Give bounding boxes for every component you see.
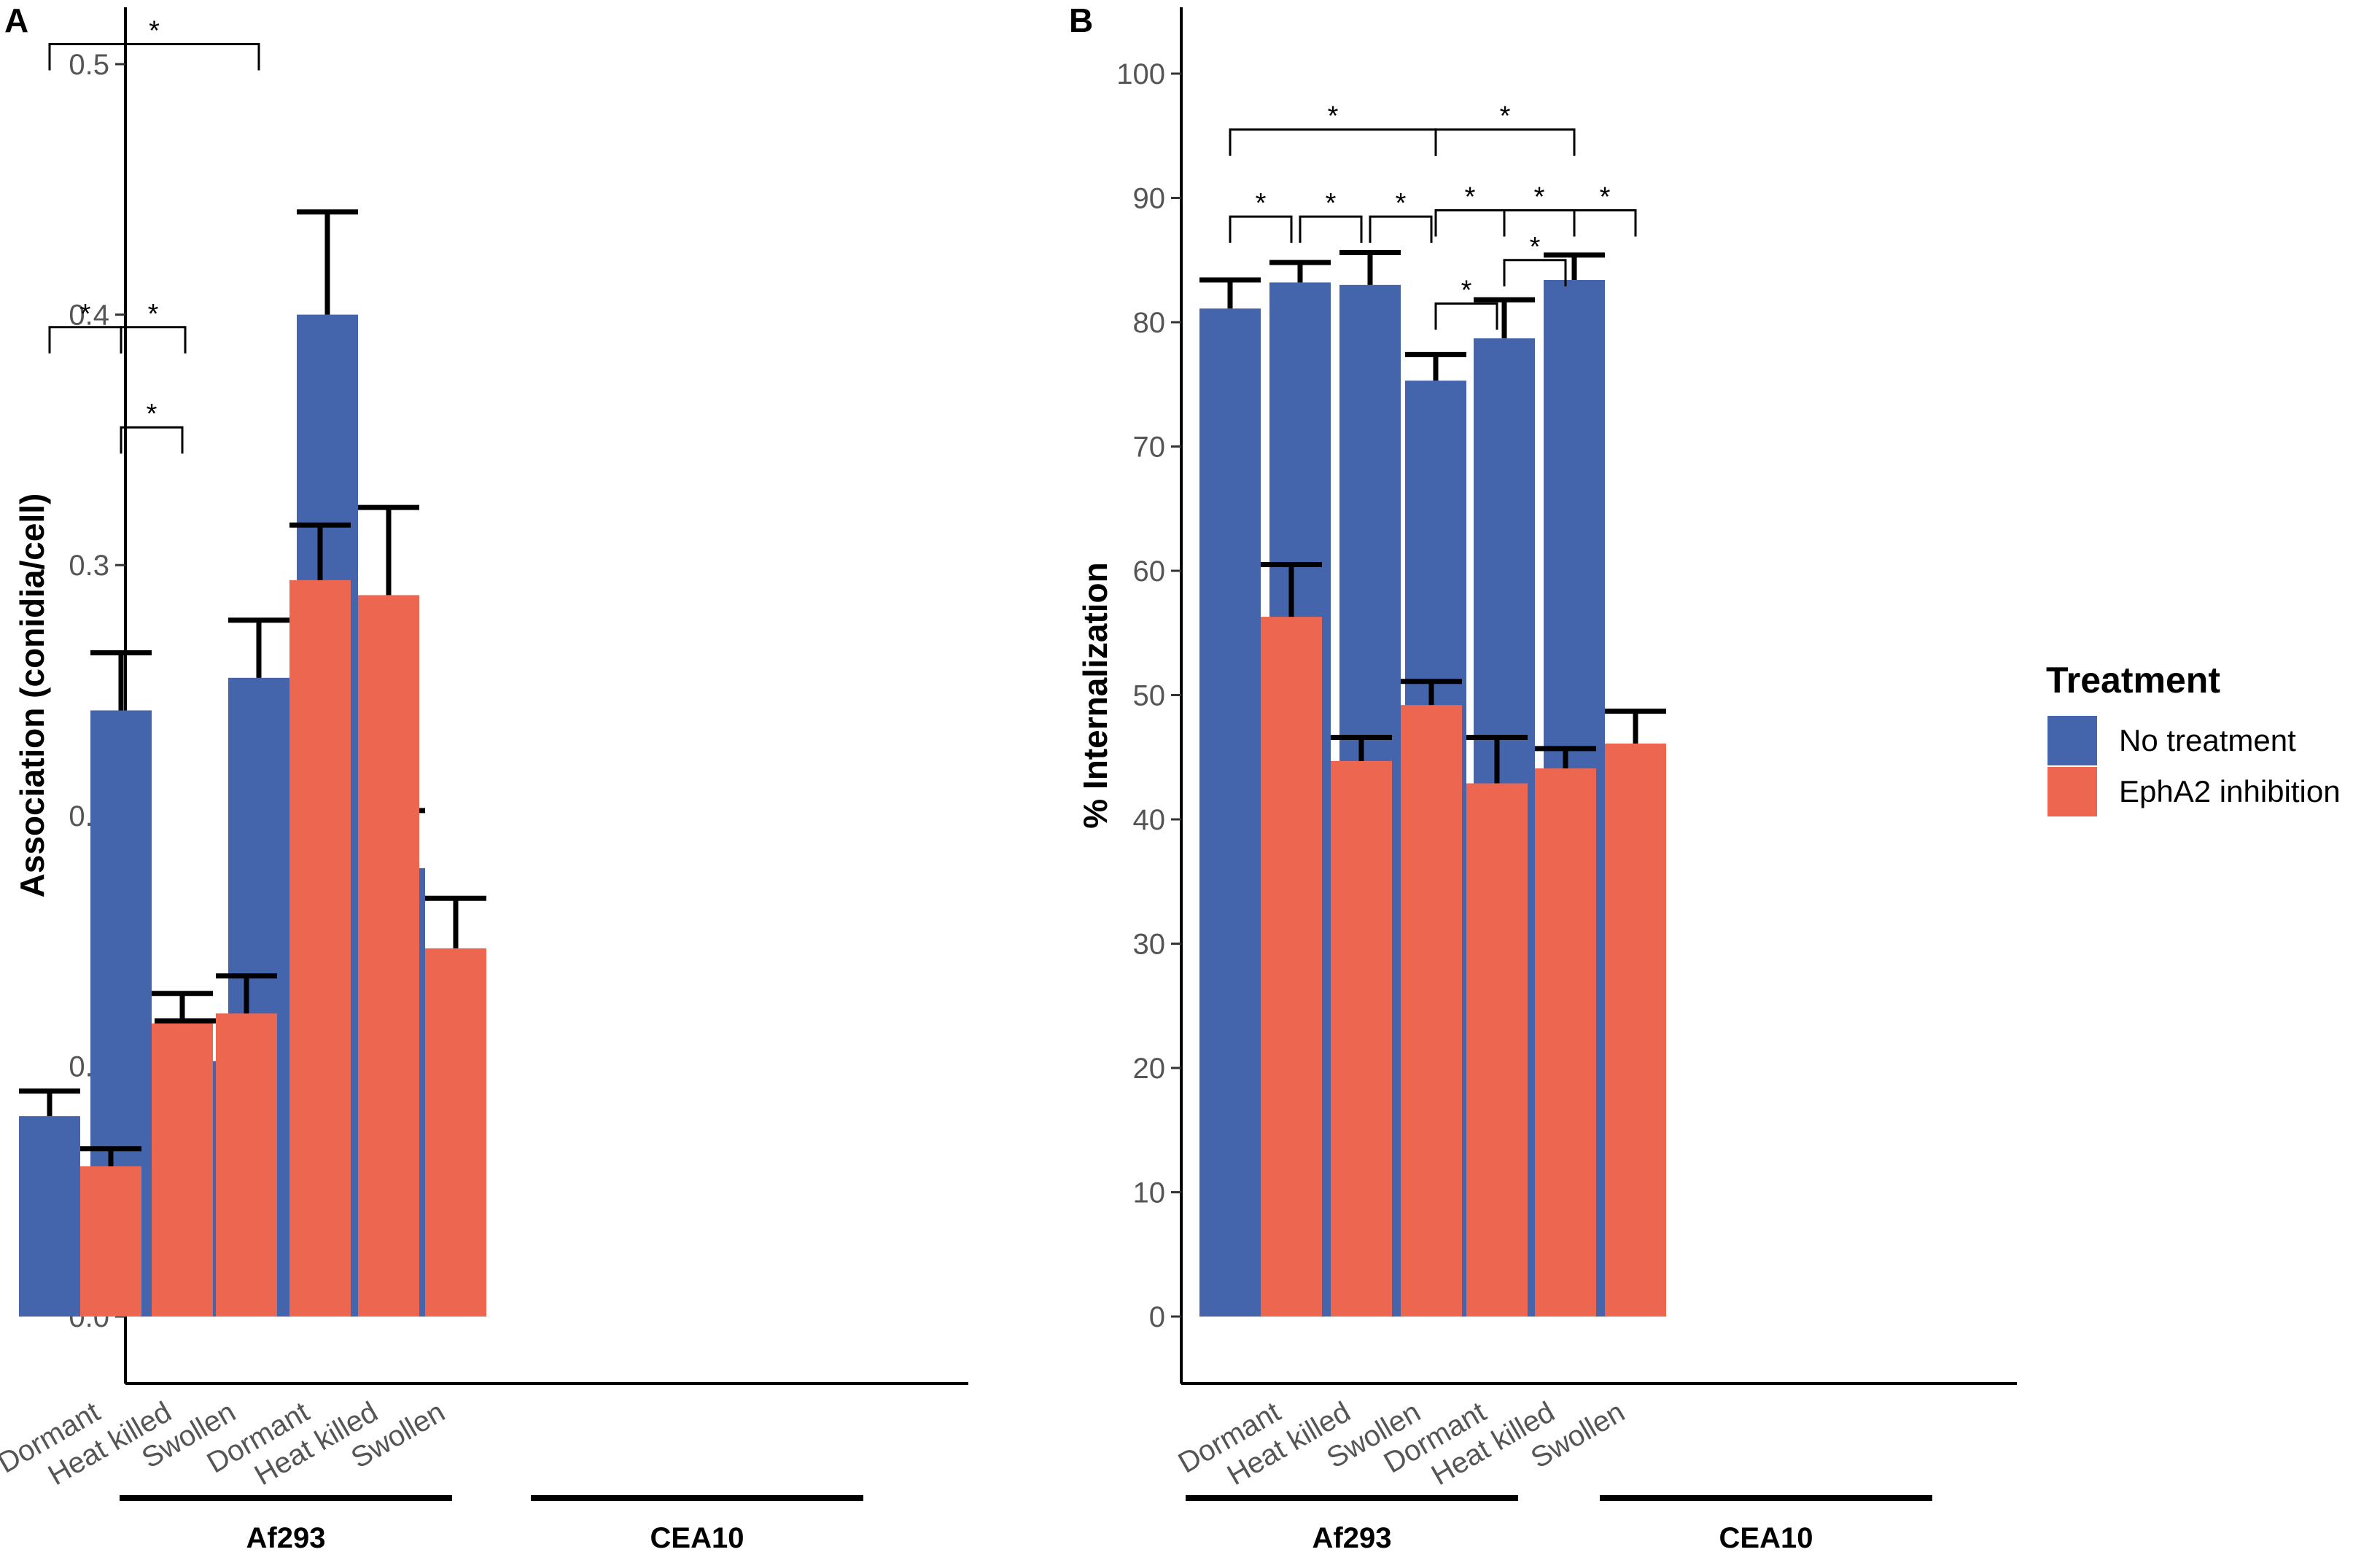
significance-bracket: [48, 43, 260, 71]
significance-bracket: [1229, 128, 1437, 156]
bar-epha2-inhibition-3: [216, 1013, 277, 1317]
legend-label-epha2-inhibition: EphA2 inhibition: [2119, 774, 2341, 808]
bar-epha2-inhibition-4: [289, 580, 351, 1317]
legend: Treatment No treatment EphA2 inhibition: [2046, 660, 2341, 816]
y-tick-label: 30: [1133, 929, 1166, 961]
significance-star: *: [1534, 182, 1545, 213]
legend-swatch-no-treatment: [2048, 716, 2097, 765]
bar-epha2-inhibition-6: [425, 948, 486, 1317]
group-label-af293: Af293: [246, 1522, 326, 1552]
significance-star: *: [147, 399, 158, 429]
significance-bracket: [1299, 215, 1363, 243]
significance-star: *: [1328, 101, 1339, 132]
bar-epha2-inhibition-4: [1466, 783, 1528, 1317]
y-tick-label: 70: [1133, 432, 1166, 464]
y-tick-label: 0.3: [69, 550, 109, 582]
y-axis-label: Association (conidia/cell): [13, 494, 51, 898]
significance-bracket: [1434, 302, 1498, 330]
bar-epha2-inhibition-5: [1535, 768, 1596, 1317]
bar-no-treatment-1: [19, 1116, 80, 1317]
y-tick-label: 0.5: [69, 49, 109, 81]
significance-star: *: [149, 16, 160, 47]
y-tick-label: 20: [1133, 1053, 1166, 1085]
bar-epha2-inhibition-3: [1401, 705, 1462, 1317]
bar-epha2-inhibition-2: [1331, 760, 1392, 1317]
significance-bracket: [120, 426, 184, 454]
panel-b: B % Internalization 0 10 20 30 40 50 60 70 80 90 100…: [1069, 1, 2017, 1552]
group-label-af293: Af293: [1312, 1522, 1392, 1552]
y-axis-label: % Internalization: [1076, 562, 1114, 828]
group-label-cea10: CEA10: [650, 1522, 744, 1552]
y-tick-label: 0: [1149, 1301, 1165, 1333]
significance-star: *: [1500, 101, 1511, 132]
panel-letter: A: [4, 1, 28, 39]
significance-star: *: [148, 299, 159, 329]
y-tick-label: 0.4: [69, 300, 109, 332]
y-tick-label: 60: [1133, 555, 1166, 588]
legend-label-no-treatment: No treatment: [2119, 723, 2296, 757]
panel-letter: B: [1069, 1, 1093, 39]
legend-swatch-epha2-inhibition: [2048, 767, 2097, 816]
significance-bracket: [120, 326, 187, 354]
significance-bracket: [1229, 215, 1293, 243]
significance-star: *: [1461, 275, 1472, 305]
significance-star: *: [1256, 188, 1267, 219]
bar-no-treatment-1: [1199, 308, 1261, 1317]
significance-bracket: [1573, 209, 1637, 237]
legend-title: Treatment: [2046, 660, 2220, 701]
bar-epha2-inhibition-2: [152, 1023, 213, 1317]
significance-star: *: [1396, 188, 1407, 219]
group-label-cea10: CEA10: [1719, 1522, 1813, 1552]
y-tick-label: 10: [1133, 1177, 1166, 1209]
significance-star: *: [1530, 232, 1541, 262]
significance-star: *: [1600, 182, 1611, 213]
y-tick-label: 90: [1133, 183, 1166, 215]
significance-bracket: [1434, 128, 1576, 156]
bar-epha2-inhibition-1: [1261, 617, 1322, 1317]
y-tick-label: 50: [1133, 680, 1166, 712]
y-tick-label: 80: [1133, 307, 1166, 339]
significance-star: *: [1465, 182, 1476, 213]
significance-bracket: [1369, 215, 1433, 243]
significance-bracket: [1434, 209, 1506, 237]
bar-epha2-inhibition-5: [358, 595, 419, 1317]
y-tick-label: 100: [1116, 58, 1165, 90]
bar-epha2-inhibition-6: [1605, 743, 1666, 1317]
significance-star: *: [80, 299, 91, 329]
significance-star: *: [1326, 188, 1337, 219]
significance-bracket: [1503, 259, 1567, 286]
bar-epha2-inhibition-1: [80, 1166, 141, 1317]
y-tick-label: 40: [1133, 804, 1166, 836]
